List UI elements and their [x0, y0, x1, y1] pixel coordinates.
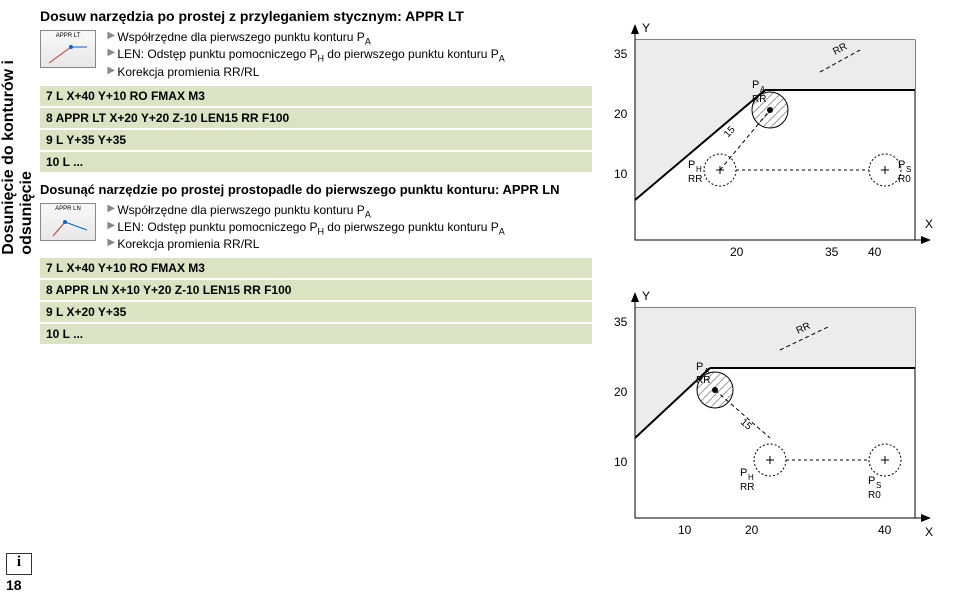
page-number: 18 — [6, 577, 32, 593]
y-axis-label: Y — [642, 21, 650, 35]
svg-text:20: 20 — [730, 245, 744, 259]
code-line: 9 L Y+35 Y+35 — [40, 130, 592, 150]
code-block-a: 7 L X+40 Y+10 RO FMAX M3 8 APPR LT X+20 … — [40, 86, 592, 172]
svg-text:A: A — [760, 85, 766, 94]
svg-text:R0: R0 — [868, 490, 881, 501]
svg-text:RR: RR — [740, 482, 754, 493]
section-appr-lt: Dosuw narzędzia po prostej z przyleganie… — [40, 8, 592, 172]
svg-text:35: 35 — [614, 47, 628, 61]
bullet: LEN: Odstęp punktu pomocniczego PH do pi… — [117, 47, 567, 63]
code-line: 10 L ... — [40, 324, 592, 344]
sidebar-section-label: Dosunięcie do konturów i odsunięcie — [0, 60, 36, 255]
bullet: LEN: Odstęp punktu pomocniczego PH do pi… — [117, 220, 567, 236]
section-appr-ln: Dosunąć narzędzie po prostej prostopadle… — [40, 182, 592, 345]
svg-text:X: X — [925, 525, 933, 539]
svg-text:P: P — [868, 475, 875, 487]
svg-text:RR: RR — [696, 375, 710, 386]
section-a-title: Dosuw narzędzia po prostej z przyleganie… — [40, 8, 592, 24]
code-line: 9 L X+20 Y+35 — [40, 302, 592, 322]
code-line: 10 L ... — [40, 152, 592, 172]
svg-text:P: P — [696, 361, 703, 373]
bullet: Korekcja promienia RR/RL — [117, 237, 567, 251]
svg-text:H: H — [748, 473, 754, 482]
svg-text:P: P — [740, 467, 747, 479]
svg-text:10: 10 — [678, 523, 692, 537]
svg-text:10: 10 — [614, 167, 628, 181]
bullet: Współrzędne dla pierwszego punktu kontur… — [117, 30, 567, 46]
svg-text:H: H — [696, 165, 702, 174]
x-axis-label: X — [925, 217, 933, 231]
code-block-b: 7 L X+40 Y+10 RO FMAX M3 8 APPR LN X+10 … — [40, 258, 592, 344]
svg-text:Y: Y — [642, 289, 650, 303]
diagram-appr-lt: Y X 35 20 10 20 35 40 PA RR 15 — [600, 10, 960, 270]
code-line: 8 APPR LN X+10 Y+20 Z-10 LEN15 RR F100 — [40, 280, 592, 300]
svg-text:40: 40 — [878, 523, 892, 537]
svg-text:20: 20 — [745, 523, 759, 537]
bullet: Współrzędne dla pierwszego punktu kontur… — [117, 203, 567, 219]
svg-text:20: 20 — [614, 107, 628, 121]
svg-text:10: 10 — [614, 455, 628, 469]
bullet: Korekcja promienia RR/RL — [117, 65, 567, 79]
code-line: 7 L X+40 Y+10 RO FMAX M3 — [40, 86, 592, 106]
code-line: 7 L X+40 Y+10 RO FMAX M3 — [40, 258, 592, 278]
svg-text:20: 20 — [614, 385, 628, 399]
svg-text:P: P — [688, 159, 695, 171]
diagram-appr-ln: Y X 35 20 10 10 20 40 PA RR 15 — [600, 278, 960, 558]
svg-text:RR: RR — [688, 174, 702, 185]
svg-text:S: S — [876, 481, 881, 490]
svg-text:S: S — [906, 165, 911, 174]
appr-ln-icon: APPR LN — [40, 203, 96, 241]
info-icon: i — [6, 553, 32, 575]
svg-text:P: P — [898, 159, 905, 171]
svg-text:40: 40 — [868, 245, 882, 259]
svg-text:35: 35 — [614, 315, 628, 329]
svg-text:R0: R0 — [898, 174, 911, 185]
svg-text:P: P — [752, 79, 759, 91]
section-b-title: Dosunąć narzędzie po prostej prostopadle… — [40, 182, 592, 199]
svg-text:35: 35 — [825, 245, 839, 259]
appr-lt-icon: APPR LT — [40, 30, 96, 68]
svg-text:RR: RR — [752, 94, 766, 105]
code-line: 8 APPR LT X+20 Y+20 Z-10 LEN15 RR F100 — [40, 108, 592, 128]
